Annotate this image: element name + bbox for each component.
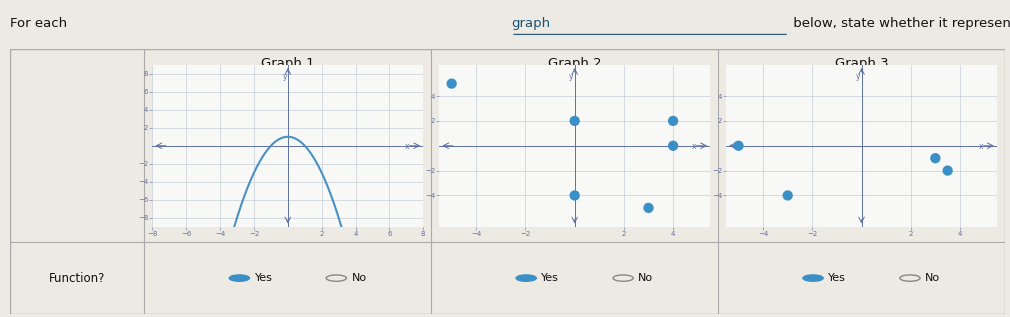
Point xyxy=(443,81,460,86)
Text: Yes: Yes xyxy=(828,273,846,283)
Text: below, state whether it represents a: below, state whether it represents a xyxy=(789,17,1010,30)
Text: x: x xyxy=(405,142,409,152)
Point xyxy=(927,156,943,161)
Point xyxy=(640,205,656,210)
Point xyxy=(939,168,955,173)
Text: Yes: Yes xyxy=(541,273,560,283)
Text: Graph 2: Graph 2 xyxy=(547,57,602,70)
Text: y: y xyxy=(570,72,574,81)
Text: No: No xyxy=(925,273,940,283)
Text: x: x xyxy=(979,142,983,152)
Text: y: y xyxy=(856,72,861,81)
Point xyxy=(567,193,583,198)
Point xyxy=(780,193,796,198)
Text: y: y xyxy=(283,72,287,81)
Text: Yes: Yes xyxy=(255,273,273,283)
Text: Function?: Function? xyxy=(49,272,105,285)
Point xyxy=(665,118,681,123)
Text: Graph 3: Graph 3 xyxy=(834,57,889,70)
Point xyxy=(665,143,681,148)
Text: No: No xyxy=(638,273,653,283)
Text: For each: For each xyxy=(10,17,72,30)
Text: graph: graph xyxy=(511,17,550,30)
Point xyxy=(730,143,746,148)
Text: No: No xyxy=(351,273,367,283)
Text: Graph 1: Graph 1 xyxy=(261,57,315,70)
Point xyxy=(567,118,583,123)
Text: x: x xyxy=(692,142,696,152)
